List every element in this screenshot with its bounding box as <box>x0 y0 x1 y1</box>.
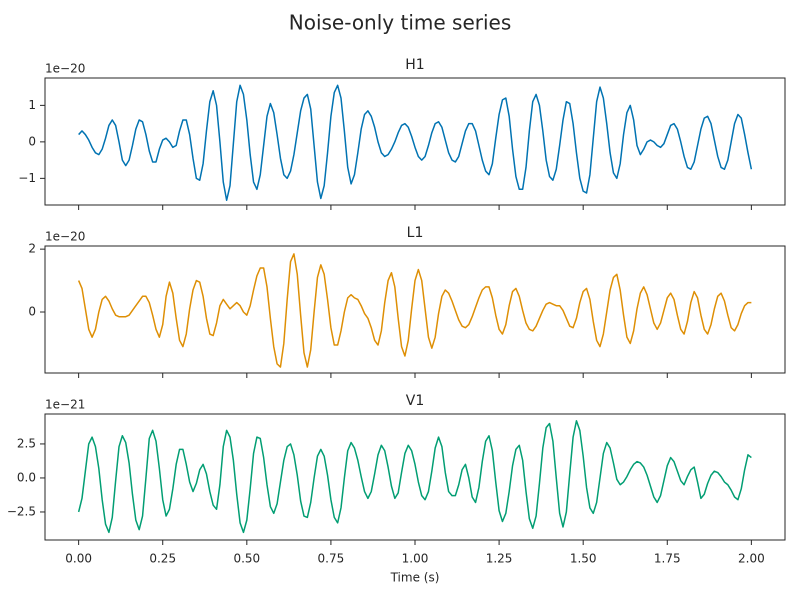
y-tick-label: −1 <box>18 171 36 185</box>
y-offset-label: 1e−20 <box>45 62 85 76</box>
subplot-title: H1 <box>405 57 424 73</box>
y-tick-label: 1 <box>28 98 36 112</box>
y-tick-label: 0 <box>28 305 36 319</box>
x-tick-label: 1.00 <box>402 552 429 566</box>
x-tick-label: 0.00 <box>65 552 92 566</box>
x-tick-label: 2.00 <box>738 552 765 566</box>
y-offset-label: 1e−20 <box>45 230 85 244</box>
x-tick-label: 1.50 <box>570 552 597 566</box>
x-tick-label: 1.25 <box>486 552 513 566</box>
series-line <box>77 420 752 534</box>
y-tick-label: 0.0 <box>17 470 36 484</box>
y-tick-label: −2.5 <box>7 504 36 518</box>
x-tick-label: 0.50 <box>233 552 260 566</box>
y-tick-label: 0 <box>28 134 36 148</box>
y-tick-label: 2.5 <box>17 436 36 450</box>
series-line <box>77 253 752 368</box>
x-tick-label: 0.75 <box>318 552 345 566</box>
y-offset-label: 1e−21 <box>45 398 85 412</box>
x-axis-label: Time (s) <box>390 571 440 585</box>
x-tick-label: 1.75 <box>654 552 681 566</box>
figure-title: Noise-only time series <box>289 11 512 35</box>
subplot-title: V1 <box>406 393 424 409</box>
x-tick-label: 0.25 <box>149 552 176 566</box>
y-tick-label: 2 <box>28 242 36 256</box>
subplot-title: L1 <box>407 225 424 241</box>
series-line <box>78 84 753 202</box>
